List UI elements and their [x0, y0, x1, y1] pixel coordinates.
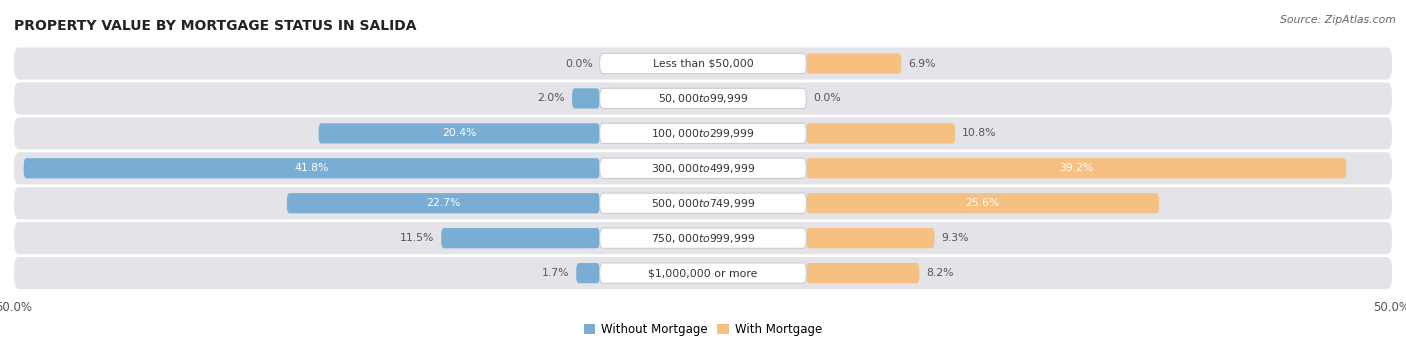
Text: 10.8%: 10.8% — [962, 129, 997, 138]
FancyBboxPatch shape — [14, 257, 1392, 289]
FancyBboxPatch shape — [14, 222, 1392, 254]
FancyBboxPatch shape — [287, 193, 599, 214]
FancyBboxPatch shape — [599, 88, 807, 108]
Text: 9.3%: 9.3% — [942, 233, 969, 243]
FancyBboxPatch shape — [576, 263, 599, 283]
FancyBboxPatch shape — [807, 53, 901, 74]
Text: $1,000,000 or more: $1,000,000 or more — [648, 268, 758, 278]
FancyBboxPatch shape — [14, 152, 1392, 184]
FancyBboxPatch shape — [599, 263, 807, 283]
Text: Source: ZipAtlas.com: Source: ZipAtlas.com — [1281, 15, 1396, 25]
Text: $100,000 to $299,999: $100,000 to $299,999 — [651, 127, 755, 140]
FancyBboxPatch shape — [807, 263, 920, 283]
FancyBboxPatch shape — [599, 123, 807, 143]
Text: 39.2%: 39.2% — [1059, 163, 1094, 173]
FancyBboxPatch shape — [14, 117, 1392, 150]
FancyBboxPatch shape — [319, 123, 599, 143]
Text: PROPERTY VALUE BY MORTGAGE STATUS IN SALIDA: PROPERTY VALUE BY MORTGAGE STATUS IN SAL… — [14, 19, 416, 33]
Text: 22.7%: 22.7% — [426, 198, 460, 208]
Text: 1.7%: 1.7% — [541, 268, 569, 278]
Text: $300,000 to $499,999: $300,000 to $499,999 — [651, 162, 755, 175]
FancyBboxPatch shape — [807, 193, 1159, 214]
FancyBboxPatch shape — [599, 228, 807, 248]
FancyBboxPatch shape — [599, 193, 807, 214]
Text: 20.4%: 20.4% — [441, 129, 477, 138]
FancyBboxPatch shape — [807, 228, 935, 248]
FancyBboxPatch shape — [807, 158, 1347, 178]
FancyBboxPatch shape — [24, 158, 599, 178]
Text: $500,000 to $749,999: $500,000 to $749,999 — [651, 197, 755, 210]
Text: 11.5%: 11.5% — [399, 233, 434, 243]
FancyBboxPatch shape — [572, 88, 599, 108]
Text: 0.0%: 0.0% — [565, 58, 593, 68]
FancyBboxPatch shape — [14, 48, 1392, 80]
Text: $50,000 to $99,999: $50,000 to $99,999 — [658, 92, 748, 105]
Text: 2.0%: 2.0% — [537, 94, 565, 103]
Text: 6.9%: 6.9% — [908, 58, 936, 68]
Text: Less than $50,000: Less than $50,000 — [652, 58, 754, 68]
Text: 0.0%: 0.0% — [813, 94, 841, 103]
Text: 41.8%: 41.8% — [294, 163, 329, 173]
FancyBboxPatch shape — [807, 123, 955, 143]
Text: 8.2%: 8.2% — [927, 268, 953, 278]
Text: 25.6%: 25.6% — [966, 198, 1000, 208]
FancyBboxPatch shape — [599, 158, 807, 178]
Legend: Without Mortgage, With Mortgage: Without Mortgage, With Mortgage — [579, 319, 827, 340]
Text: $750,000 to $999,999: $750,000 to $999,999 — [651, 232, 755, 245]
FancyBboxPatch shape — [14, 187, 1392, 219]
FancyBboxPatch shape — [14, 82, 1392, 115]
FancyBboxPatch shape — [599, 53, 807, 74]
FancyBboxPatch shape — [441, 228, 599, 248]
